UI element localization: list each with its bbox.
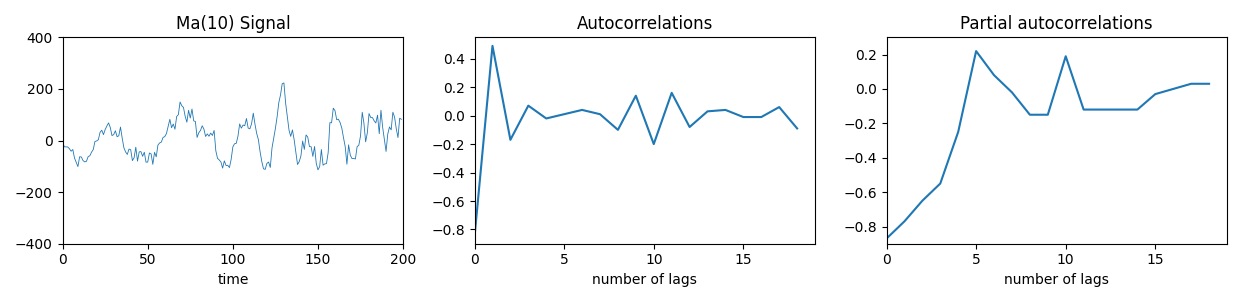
X-axis label: number of lags: number of lags	[1005, 273, 1109, 287]
Title: Autocorrelations: Autocorrelations	[576, 15, 713, 33]
Title: Partial autocorrelations: Partial autocorrelations	[960, 15, 1153, 33]
Title: Ma(10) Signal: Ma(10) Signal	[175, 15, 291, 33]
X-axis label: number of lags: number of lags	[592, 273, 697, 287]
X-axis label: time: time	[217, 273, 248, 287]
